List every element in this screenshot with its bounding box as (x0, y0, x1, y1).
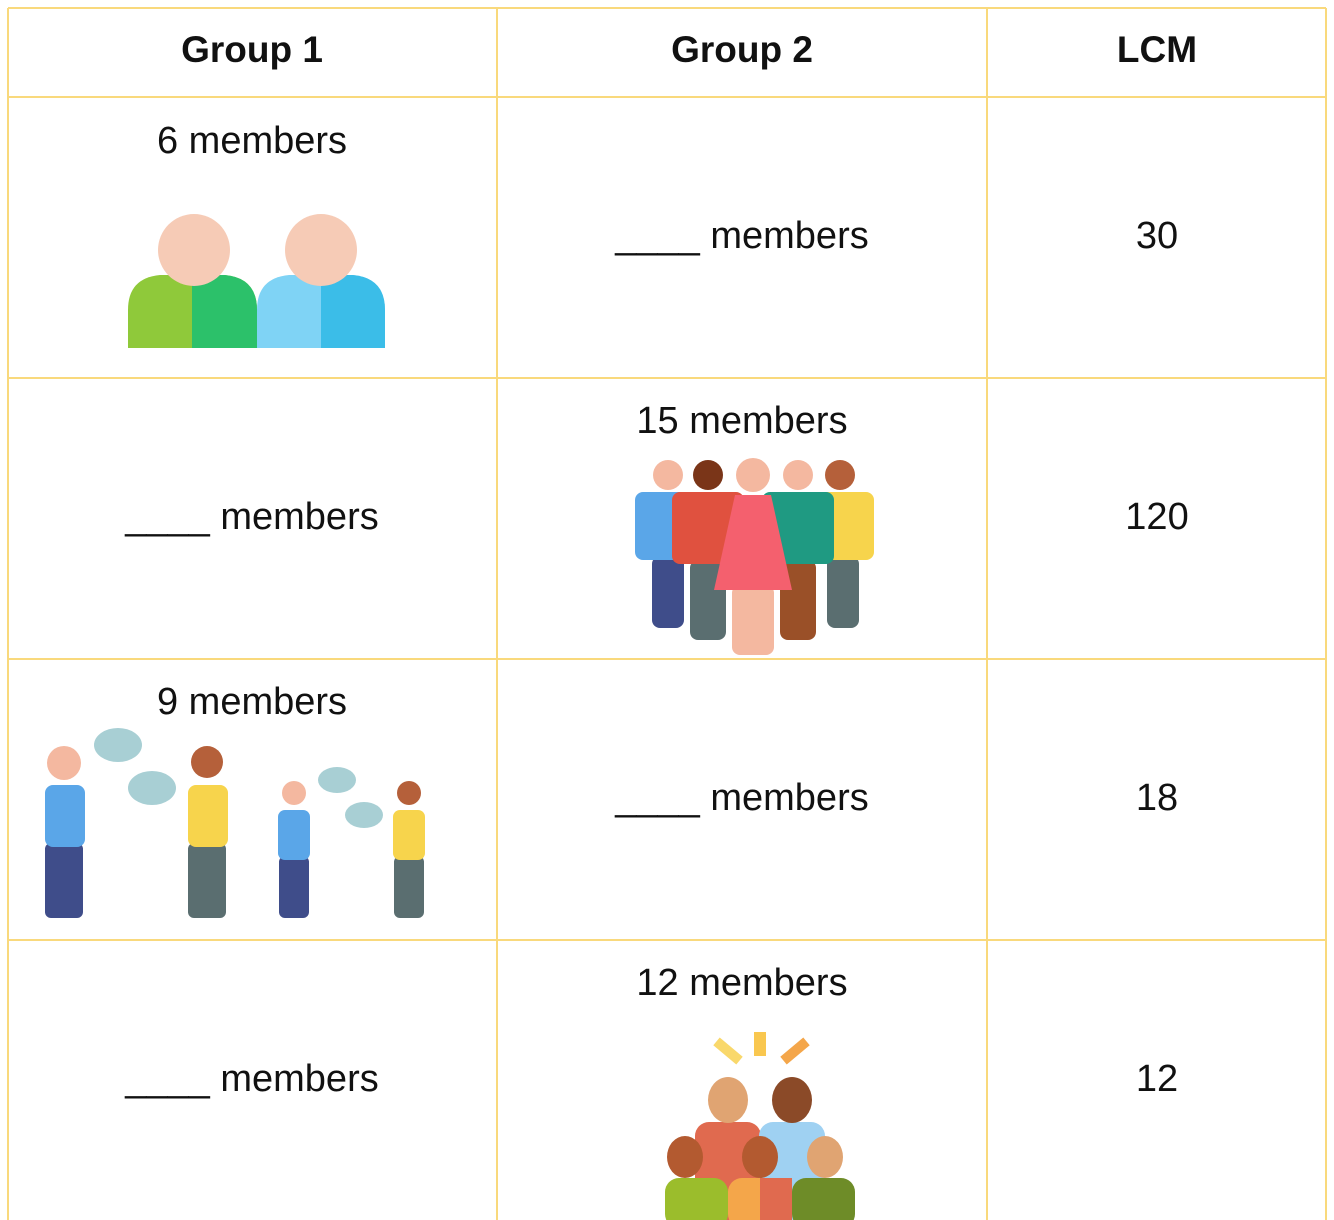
speech-bubble (345, 802, 383, 828)
head (282, 781, 306, 805)
cell: 18 (1136, 777, 1178, 819)
speech-bubble (318, 767, 356, 793)
cell: ____ members (614, 215, 868, 257)
torso (45, 785, 85, 847)
body (192, 275, 257, 348)
torso (393, 810, 425, 860)
legs (188, 843, 226, 918)
head (191, 746, 223, 778)
cell: 120 (1125, 496, 1188, 538)
head (653, 460, 683, 490)
head (742, 1136, 778, 1178)
cheering-group-icon (665, 1032, 855, 1220)
body (321, 275, 385, 348)
body (665, 1178, 728, 1220)
cell: 30 (1136, 215, 1178, 257)
ray (713, 1037, 743, 1065)
cell: 12 members (636, 962, 847, 1004)
cell: ____ members (124, 1058, 378, 1100)
head (693, 460, 723, 490)
legs (732, 585, 774, 655)
head (825, 460, 855, 490)
legs (279, 856, 309, 918)
header-cell: LCM (1117, 29, 1197, 70)
torso (278, 810, 310, 860)
legs (652, 556, 684, 628)
head (47, 746, 81, 780)
ray (780, 1037, 810, 1065)
legs (394, 856, 424, 918)
crowd-icon (635, 458, 874, 655)
head (158, 214, 230, 286)
header-cell: Group 2 (671, 29, 813, 70)
cell: 9 members (157, 681, 347, 723)
dress (714, 495, 792, 590)
cell: 6 members (157, 120, 347, 162)
cell: ____ members (124, 496, 378, 538)
body (760, 1178, 792, 1220)
head (285, 214, 357, 286)
head (397, 781, 421, 805)
legs (45, 843, 83, 918)
cell: 15 members (636, 400, 847, 442)
header-cell: Group 1 (181, 29, 323, 70)
legs (827, 556, 859, 628)
cell: ____ members (614, 777, 868, 819)
head (667, 1136, 703, 1178)
head (783, 460, 813, 490)
cell: 12 (1136, 1058, 1178, 1100)
head (807, 1136, 843, 1178)
head (772, 1077, 812, 1123)
two-people-icon (128, 214, 385, 348)
speech-bubble (128, 771, 176, 805)
torso (188, 785, 228, 847)
speech-bubble (94, 728, 142, 762)
ray (754, 1032, 766, 1056)
head (708, 1077, 748, 1123)
conversation-icon (45, 728, 425, 918)
head (736, 458, 770, 492)
body (792, 1178, 855, 1220)
